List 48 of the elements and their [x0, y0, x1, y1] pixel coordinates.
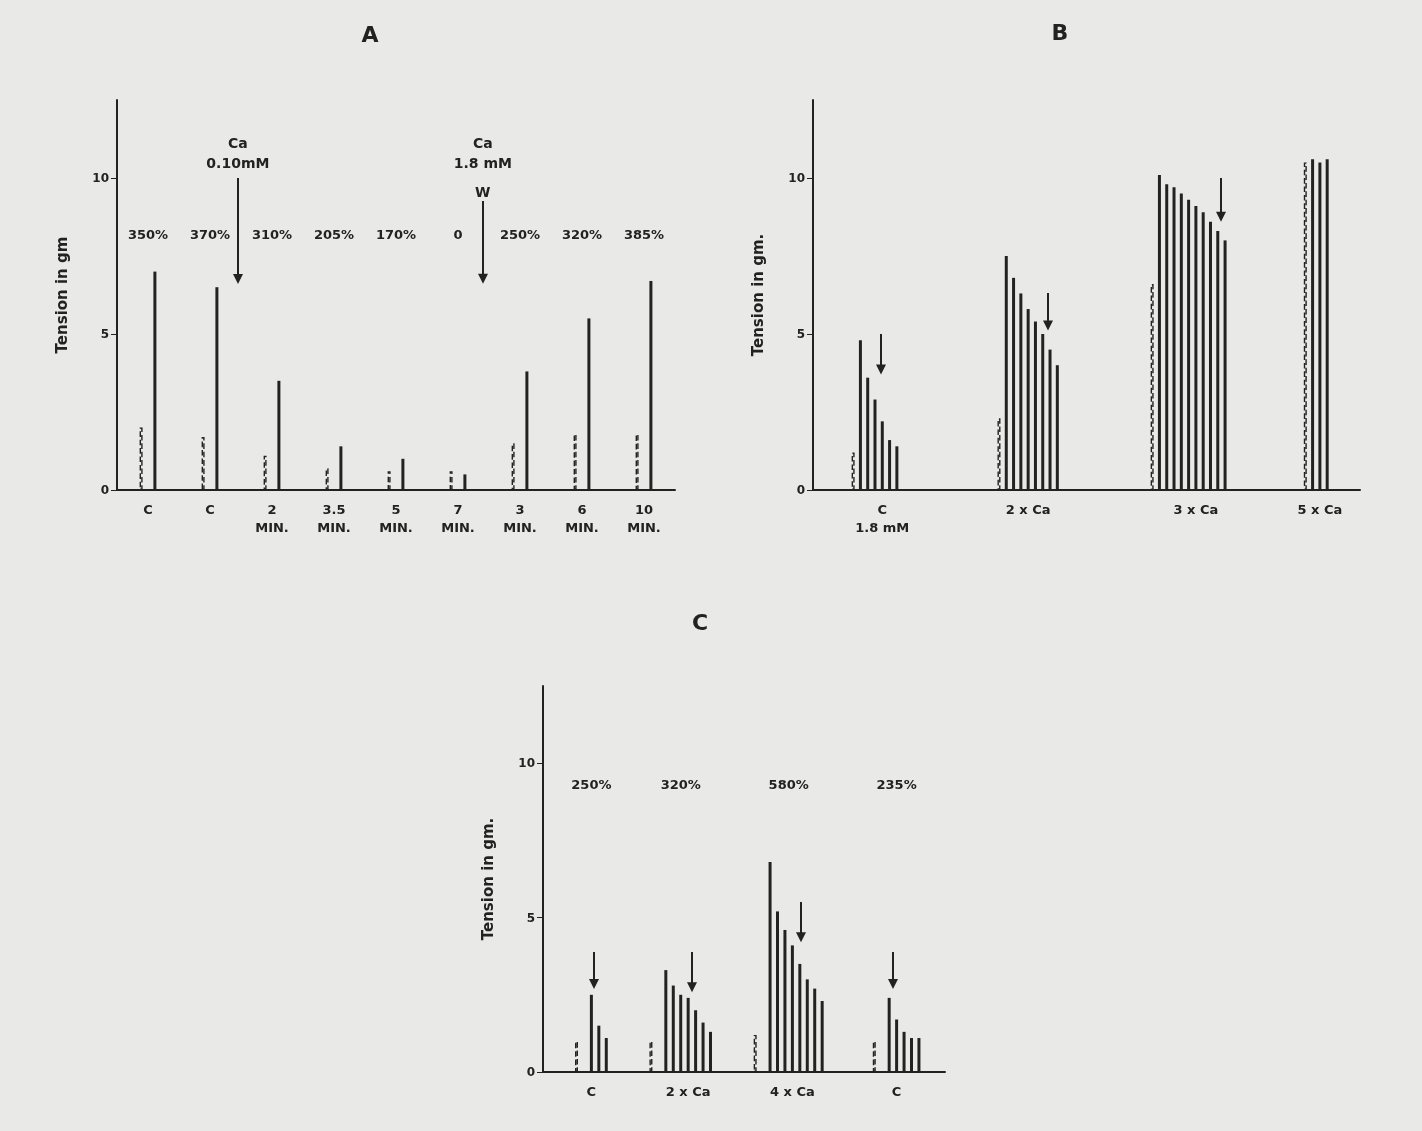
annotation: Ca 1.8 mM [453, 135, 512, 172]
x-tick-label: 10 MIN. [627, 501, 661, 535]
y-tick-label: 0 [796, 483, 805, 497]
x-tick-label: 4 x Ca [769, 1083, 815, 1099]
x-tick-label: 6 MIN. [565, 501, 599, 535]
x-tick-label: 2 x Ca [1005, 501, 1051, 517]
y-tick-label: 0 [526, 1065, 535, 1079]
y-axis-title: Tension in gm [52, 236, 71, 354]
y-tick-label: 5 [796, 327, 805, 341]
x-tick-label: C 1.8 mM [855, 501, 910, 535]
x-tick-label: 3.5 MIN. [317, 501, 351, 535]
x-tick-label: C [891, 1083, 902, 1099]
y-tick-label: 0 [100, 483, 109, 497]
x-tick-label: C [143, 501, 153, 517]
chart-title: A [361, 21, 379, 47]
annotation: 370% [189, 226, 231, 242]
annotation: 235% [876, 777, 917, 793]
y-tick-label: 10 [518, 756, 535, 771]
y-tick-label: 5 [100, 327, 109, 341]
annotation: 170% [375, 226, 417, 242]
annotation: 205% [313, 226, 355, 242]
y-tick-label: 10 [92, 171, 109, 185]
chart-title: C [691, 609, 709, 635]
annotation: 0 [453, 226, 463, 242]
x-tick-label: C [586, 1083, 597, 1099]
annotation: 250% [571, 777, 612, 793]
chart-title: B [1051, 19, 1069, 45]
annotation: 350% [127, 226, 169, 242]
annotation: 320% [660, 777, 701, 793]
x-tick-label: 7 MIN. [441, 501, 475, 535]
annotation: W [475, 184, 491, 201]
x-tick-label: 5 x Ca [1297, 501, 1343, 517]
annotation: 320% [561, 226, 603, 242]
y-tick-label: 10 [788, 171, 805, 185]
x-tick-label: 3 x Ca [1173, 501, 1219, 517]
annotation: 310% [251, 226, 293, 242]
annotation: 385% [623, 226, 665, 242]
annotation: 580% [768, 777, 809, 793]
x-tick-label: 2 x Ca [665, 1083, 711, 1099]
x-tick-label: C [205, 501, 215, 517]
x-tick-label: 5 MIN. [379, 501, 413, 535]
x-tick-label: 2 MIN. [255, 501, 289, 535]
x-tick-label: 3 MIN. [503, 501, 537, 535]
y-axis-title: Tension in gm. [478, 817, 497, 941]
annotation: 250% [499, 226, 541, 242]
annotation: Ca 0.10mM [206, 135, 270, 172]
y-axis-title: Tension in gm. [748, 233, 767, 357]
y-tick-label: 5 [526, 910, 535, 925]
